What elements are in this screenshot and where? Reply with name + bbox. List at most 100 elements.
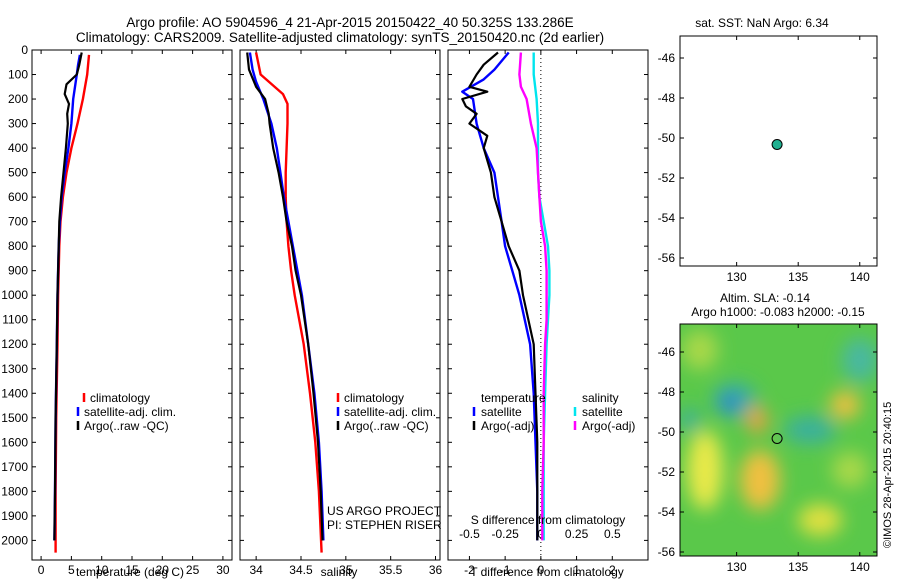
heat-patch <box>798 504 842 536</box>
legend-satellite-clim: satellite-adj. clim. <box>84 405 176 419</box>
y-tick-label: -56 <box>658 545 676 559</box>
x-tick-label: 15 <box>125 563 139 577</box>
temperature-legend: climatology satellite-adj. clim. Argo(..… <box>76 391 176 433</box>
series-line <box>246 52 324 541</box>
heat-patch <box>747 406 767 434</box>
x-tick-label: 34.5 <box>289 563 313 577</box>
sla-map-axes <box>679 323 878 557</box>
heat-patch <box>680 408 700 432</box>
sla-map-title-2: Argo h1000: -0.083 h2000: -0.15 <box>691 305 865 319</box>
series-line <box>54 54 91 553</box>
pi-annotation: PI: STEPHEN RISER <box>327 518 442 532</box>
x-tick-label: 35 <box>339 563 353 577</box>
y-tick-label: -54 <box>658 505 676 519</box>
x2-tick-label: 0.5 <box>604 527 621 541</box>
x-tick-label: 35.5 <box>379 563 403 577</box>
x-tick-label: 20 <box>156 563 170 577</box>
difference-legend-salinity: salinity satellite Argo(-adj) <box>573 391 635 433</box>
legend-t-argo: Argo(-adj) <box>481 419 534 433</box>
y-tick-label: 200 <box>8 92 28 106</box>
argo-location-marker <box>771 139 783 150</box>
project-annotation: US ARGO PROJECT <box>327 504 442 518</box>
salinity-xlabel: salinity <box>321 565 358 579</box>
legend-climatology: climatology <box>344 391 404 405</box>
heat-patch <box>832 452 868 488</box>
y-tick-label: 1200 <box>1 337 28 351</box>
x-tick-label: 2 <box>609 563 616 577</box>
y-tick-label: 100 <box>8 68 28 82</box>
y-tick-label: 700 <box>8 215 28 229</box>
x-tick-label: 135 <box>788 560 808 574</box>
y-tick-label: -56 <box>658 251 676 265</box>
y-tick-label: 1900 <box>1 509 28 523</box>
y-tick-label: 400 <box>8 141 28 155</box>
header-line2: Climatology: CARS2009. Satellite-adjuste… <box>76 30 604 45</box>
argo-location-marker <box>771 433 783 444</box>
x-tick-label: 1 <box>573 563 580 577</box>
heat-patch <box>784 416 836 444</box>
x-tick-label: -2 <box>464 563 475 577</box>
y-tick-label: 800 <box>8 239 28 253</box>
x-tick-label: 130 <box>727 560 747 574</box>
x-tick-label: 34 <box>249 563 263 577</box>
y-tick-label: -48 <box>658 385 676 399</box>
heat-patch <box>830 391 860 419</box>
y-tick-label: -46 <box>658 345 676 359</box>
y-tick-label: 1000 <box>1 288 28 302</box>
legend-satellite-clim: satellite-adj. clim. <box>344 405 436 419</box>
heat-patch <box>740 450 780 510</box>
x-tick-label: 0 <box>38 563 45 577</box>
salinity-legend: climatology satellite-adj. clim. Argo(..… <box>336 391 436 433</box>
sla-map-title-1: Altim. SLA: -0.14 <box>720 291 810 305</box>
sst-map-title: sat. SST: NaN Argo: 6.34 <box>695 16 829 30</box>
y-tick-label: 1300 <box>1 362 28 376</box>
x-tick-label: 25 <box>186 563 200 577</box>
difference-axes <box>447 49 649 561</box>
y-tick-label: -54 <box>658 211 676 225</box>
y-tick-label: 1500 <box>1 411 28 425</box>
temperature-axes <box>31 49 233 561</box>
salinity-axes <box>239 49 441 561</box>
y-tick-label: 1700 <box>1 460 28 474</box>
x-tick-label: 30 <box>216 563 230 577</box>
x-tick-label: 130 <box>727 270 747 284</box>
legend-t-satellite: satellite <box>481 405 522 419</box>
temperature-panel: 0100200300400500600700800900100011001200… <box>1 43 233 579</box>
x-tick-label: -1 <box>500 563 511 577</box>
difference-x2label: S difference from climatology <box>471 513 626 527</box>
y-tick-label: 1400 <box>1 386 28 400</box>
x2-tick-label: -0.25 <box>491 527 519 541</box>
y-tick-label: 600 <box>8 190 28 204</box>
x-tick-label: 140 <box>850 560 870 574</box>
x-tick-label: 0 <box>538 563 545 577</box>
sst-map-panel: sat. SST: NaN Argo: 6.34 130 135 140 -46 -48… <box>658 16 878 284</box>
legend-title-salinity: salinity <box>582 391 619 405</box>
y-tick-label: -52 <box>658 171 676 185</box>
heat-patch <box>842 338 877 382</box>
sla-heatmap <box>680 324 877 556</box>
y-tick-label: -50 <box>658 131 676 145</box>
legend-argo: Argo(..raw -QC) <box>84 419 169 433</box>
legend-title-temperature: temperature <box>481 391 546 405</box>
sla-map-panel: Altim. SLA: -0.14 Argo h1000: -0.083 h20… <box>658 291 894 574</box>
y-tick-label: -48 <box>658 91 676 105</box>
x-tick-label: 5 <box>68 563 75 577</box>
legend-argo: Argo(..raw -QC) <box>344 419 429 433</box>
temperature-xlabel: temperature (deg C) <box>76 565 184 579</box>
y-tick-label: -46 <box>658 51 676 65</box>
header-line1: Argo profile: AO 5904596_4 21-Apr-2015 2… <box>126 15 573 30</box>
imos-credit: ©IMOS 28-Apr-2015 20:40:15 <box>882 402 894 548</box>
y-tick-label: -50 <box>658 425 676 439</box>
series-line <box>518 52 548 541</box>
series-line <box>254 52 323 553</box>
difference-legend-temperature: temperature satellite Argo(-adj) <box>472 391 546 433</box>
y-tick-label: 1600 <box>1 435 28 449</box>
legend-s-satellite: satellite <box>582 405 623 419</box>
y-tick-label: 0 <box>21 43 28 57</box>
legend-s-argo: Argo(-adj) <box>582 419 635 433</box>
heat-patch <box>687 430 723 510</box>
x-tick-label: 140 <box>850 270 870 284</box>
series-line <box>53 52 83 541</box>
heat-patch <box>720 394 740 412</box>
